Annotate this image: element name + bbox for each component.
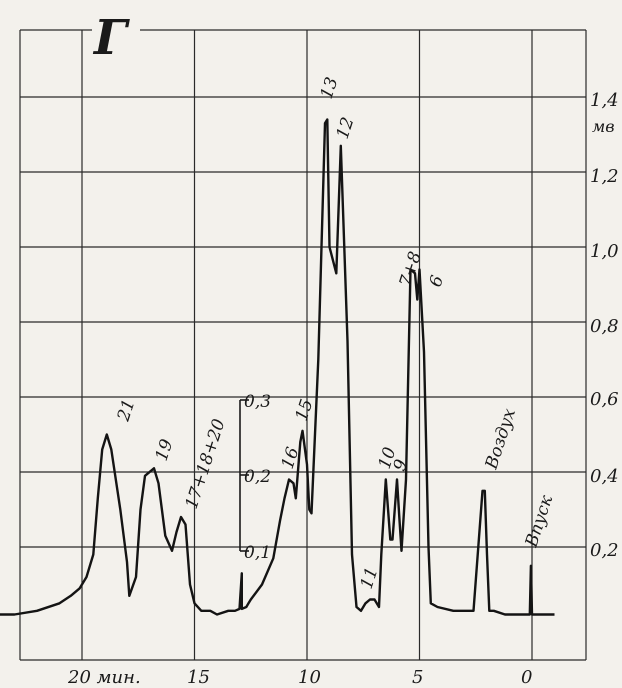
y-tick-label: 0,6: [590, 389, 619, 410]
y-tick-label: 0,4: [590, 466, 619, 487]
peak-label: 17+18+20: [182, 416, 230, 511]
peak-label: 19: [152, 437, 178, 464]
panel-letter: Г: [92, 10, 130, 66]
y-unit-label: мв: [592, 117, 615, 136]
inset-scale: 0,3 0,2 0,1: [239, 392, 271, 563]
y-tick-label: 0,2: [590, 540, 619, 561]
x-tick-label: 10: [298, 667, 321, 688]
inset-tick-label: 0,1: [244, 543, 271, 563]
peak-label: 12: [333, 115, 359, 142]
x-tick-label: 5: [412, 667, 423, 688]
tick-labels: 20 мин. 15 10 5 0 0,2 0,4 0,6 0,8 1,0 1,2 1,4 мв: [67, 90, 619, 688]
peak-label: 11: [357, 565, 383, 592]
peak-label: 6: [426, 273, 448, 290]
y-tick-label: 1,0: [590, 241, 619, 262]
grid: [19, 29, 587, 661]
peak-label: 15: [292, 397, 318, 424]
x-tick-label: 0: [521, 667, 532, 688]
x-tick-label: 15: [187, 667, 210, 688]
x-tick-label: 20 мин.: [67, 667, 141, 688]
peak-label: 21: [113, 397, 139, 425]
inset-tick-label: 0,3: [244, 392, 271, 412]
y-tick-label: 1,4: [590, 90, 619, 111]
y-tick-label: 0,8: [590, 316, 619, 337]
inset-tick-label: 0,2: [244, 467, 271, 487]
peak-label: Впуск: [521, 492, 557, 550]
panel-letter-backing: [92, 8, 140, 60]
peak-label: Воздух: [481, 406, 520, 473]
signal-trace: [0, 118, 555, 616]
y-tick-label: 1,2: [590, 166, 619, 187]
